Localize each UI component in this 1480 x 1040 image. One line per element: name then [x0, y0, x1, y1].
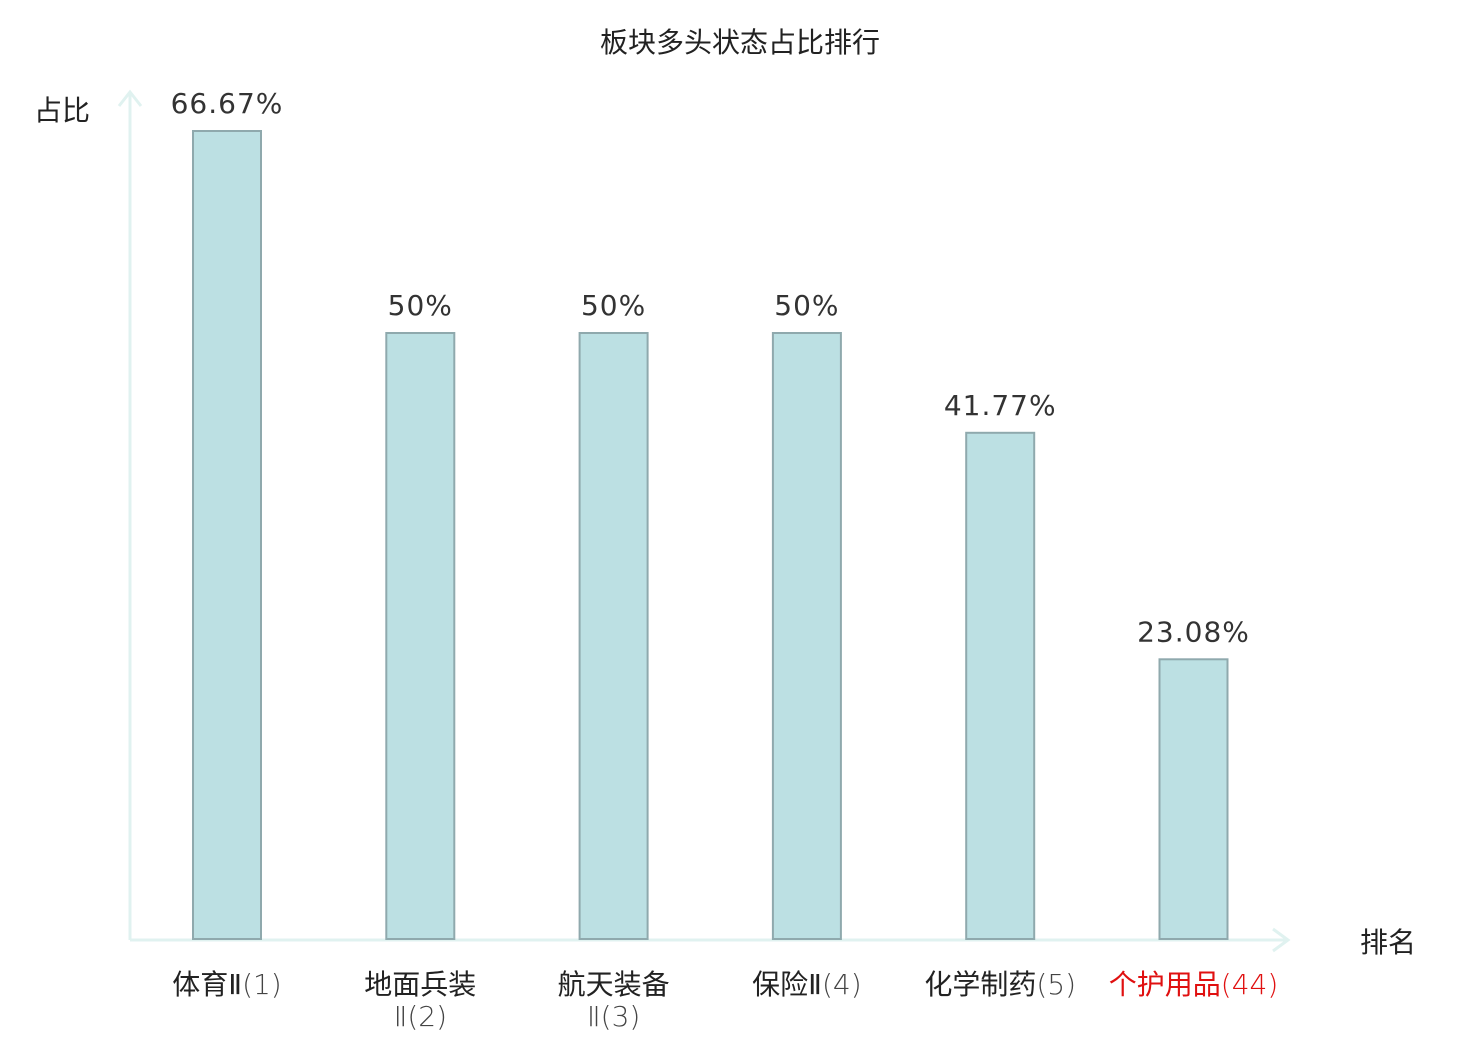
bar — [578, 332, 649, 940]
bar — [771, 332, 842, 940]
y-axis — [117, 89, 143, 940]
x-tick-label: 个护用品(44) — [1109, 968, 1279, 1001]
x-tick-label: 保险Ⅱ(4) — [752, 968, 861, 1001]
bar-value-label: 50% — [581, 289, 646, 322]
bar — [385, 332, 456, 940]
y-axis-label: 占比 — [34, 94, 90, 127]
bar — [1158, 658, 1229, 940]
x-axis — [130, 927, 1291, 953]
x-tick-label: 航天装备 Ⅱ(3) — [558, 968, 670, 1033]
x-tick-label: 体育Ⅱ(1) — [172, 968, 281, 1001]
bar-value-label: 41.77% — [944, 389, 1057, 422]
bar-value-label: 23.08% — [1137, 615, 1250, 648]
x-tick-label: 地面兵装 Ⅱ(2) — [364, 968, 476, 1033]
bar — [192, 130, 262, 940]
bar-value-label: 50% — [388, 289, 453, 322]
chart-title: 板块多头状态占比排行 — [600, 26, 880, 59]
bar-series: 66.67% 体育Ⅱ(1) 50% 地面兵装 Ⅱ(2) 50% 航天装备 Ⅱ(3) 50% 保险Ⅱ… — [171, 87, 1279, 1033]
bar — [965, 431, 1036, 940]
x-tick-label: 化学制药(5) — [924, 968, 1076, 1001]
bar-value-label: 66.67% — [171, 87, 284, 120]
bar-value-label: 50% — [774, 289, 839, 322]
x-axis-label: 排名 — [1360, 926, 1416, 959]
